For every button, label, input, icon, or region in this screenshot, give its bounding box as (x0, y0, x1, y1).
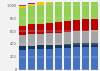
Bar (73, 0, 80, 20)
Bar (19, 8, 26, 26)
Bar (37, 49, 44, 70)
Bar (55, 45, 62, 48)
Bar (46, 3, 53, 23)
Bar (82, 0, 89, 19)
Bar (91, 47, 98, 70)
Bar (28, 4, 35, 6)
Bar (19, 4, 26, 6)
Bar (64, 21, 71, 32)
Bar (64, 48, 71, 70)
Bar (73, 43, 80, 47)
Bar (19, 46, 26, 50)
Bar (73, 20, 80, 31)
Bar (28, 46, 35, 49)
Bar (55, 2, 62, 22)
Bar (55, 48, 62, 70)
Bar (19, 6, 26, 8)
Bar (46, 49, 53, 70)
Bar (46, 1, 53, 3)
Bar (28, 6, 35, 24)
Bar (46, 45, 53, 49)
Bar (82, 19, 89, 31)
Bar (82, 31, 89, 43)
Bar (73, 47, 80, 70)
Bar (46, 33, 53, 45)
Bar (55, 22, 62, 33)
Bar (19, 26, 26, 35)
Bar (37, 34, 44, 45)
Bar (64, 32, 71, 44)
Bar (37, 2, 44, 5)
Bar (28, 49, 35, 70)
Bar (37, 1, 44, 2)
Bar (91, 0, 98, 19)
Bar (46, 23, 53, 33)
Bar (73, 31, 80, 43)
Bar (91, 43, 98, 47)
Bar (91, 19, 98, 30)
Bar (19, 35, 26, 46)
Bar (37, 24, 44, 34)
Bar (28, 2, 35, 4)
Bar (46, 0, 53, 1)
Bar (37, 45, 44, 49)
Bar (64, 0, 71, 21)
Bar (91, 30, 98, 43)
Bar (55, 0, 62, 2)
Bar (19, 50, 26, 70)
Bar (55, 33, 62, 45)
Bar (82, 47, 89, 70)
Bar (28, 34, 35, 46)
Bar (28, 24, 35, 34)
Bar (64, 44, 71, 48)
Bar (37, 5, 44, 24)
Bar (82, 43, 89, 47)
